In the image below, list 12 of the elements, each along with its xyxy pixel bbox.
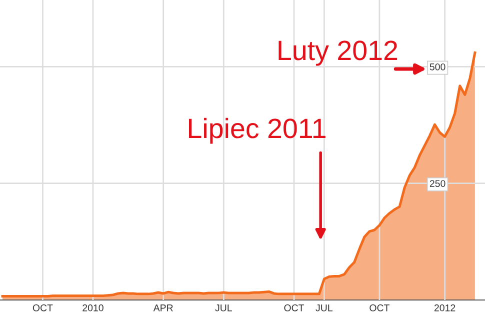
annotation: Luty 2012 — [278, 40, 398, 66]
x-tick-label: APR — [153, 304, 173, 312]
x-tick-label: 2010 — [82, 304, 104, 312]
annotation: Lipiec 2011 — [189, 118, 326, 144]
x-tick-label: 2012 — [434, 304, 456, 312]
x-tick-label: JUL — [316, 304, 332, 312]
x-tick-label: OCT — [284, 304, 304, 312]
x-tick-label: JUL — [215, 304, 232, 312]
y-tick-label: 250 — [430, 180, 446, 187]
y-tick-label: 500 — [430, 63, 446, 70]
x-tick-label: OCT — [32, 304, 53, 312]
x-tick-label: OCT — [370, 304, 390, 312]
